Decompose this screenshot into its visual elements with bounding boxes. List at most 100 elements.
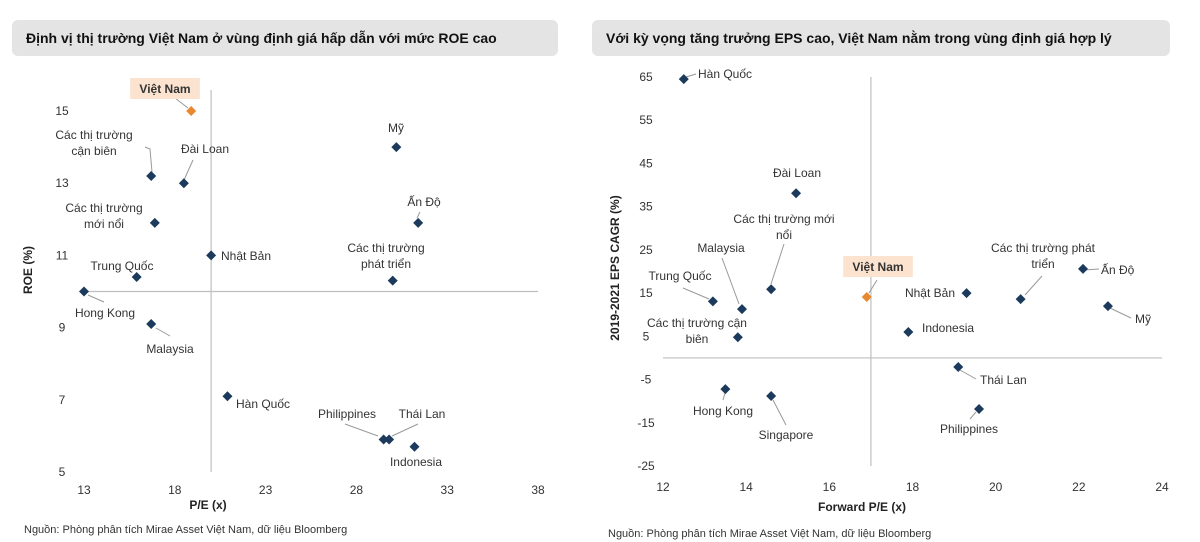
left-point-label: Trung Quốc (91, 259, 154, 273)
right-y-tick-label: 55 (639, 113, 653, 127)
right-leader-line (1024, 275, 1043, 296)
left-point-marker (391, 142, 402, 153)
left-point-label: mới nổi (84, 217, 124, 231)
left-y-tick-label: 7 (59, 393, 66, 407)
right-point-marker (766, 284, 777, 295)
left-point-label: cận biên (71, 144, 116, 158)
left-leader-line (416, 211, 421, 219)
left-x-tick-label: 18 (168, 483, 182, 497)
right-leader-line (721, 257, 740, 305)
left-point-label: Hàn Quốc (236, 397, 290, 411)
right-point-marker (1077, 263, 1088, 274)
right-point-label: triển (1031, 257, 1054, 271)
left-x-tick-label: 13 (77, 483, 91, 497)
right-leader-line (959, 369, 977, 380)
left-point-label: Malaysia (146, 342, 194, 356)
left-point-marker (409, 441, 420, 452)
right-leader-line (682, 287, 710, 300)
left-point-label: phát triển (361, 257, 411, 271)
right-source-note: Nguồn: Phòng phân tích Mirae Asset Việt … (608, 528, 932, 540)
right-point-label: Ấn Độ (1101, 262, 1135, 277)
left-point-marker (146, 170, 157, 181)
right-point-marker (791, 188, 802, 199)
right-point-marker (953, 362, 964, 373)
right-y-tick-label: 15 (639, 286, 653, 300)
right-point-label: nổi (776, 228, 792, 242)
right-point-marker (732, 332, 743, 343)
right-leader-line (770, 243, 785, 285)
left-x-tick-label: 38 (531, 483, 545, 497)
right-point-marker (720, 384, 731, 395)
right-point-label: Indonesia (922, 321, 974, 335)
right-point-label: Hàn Quốc (698, 67, 752, 81)
right-y-tick-label: -25 (637, 459, 655, 473)
right-x-tick-label: 12 (656, 480, 670, 494)
right-x-tick-label: 16 (823, 480, 837, 494)
left-point-label: Philippines (318, 407, 376, 421)
right-point-label: Trung Quốc (649, 269, 712, 283)
left-point-label: Hong Kong (75, 306, 135, 320)
right-x-tick-label: 24 (1155, 480, 1169, 494)
right-point-marker (766, 390, 777, 401)
right-leader-line (1109, 307, 1132, 319)
right-point-label: Philippines (940, 422, 998, 436)
right-point-marker (861, 292, 872, 303)
left-leader-line (155, 327, 171, 337)
right-x-axis-label: Forward P/E (x) (818, 500, 906, 514)
right-y-tick-label: 65 (639, 70, 653, 84)
left-x-tick-label: 23 (259, 483, 273, 497)
right-point-marker (974, 403, 985, 414)
left-highlight-label-bg (130, 78, 200, 99)
left-point-marker (413, 217, 424, 228)
left-source-note: Nguồn: Phòng phân tích Mirae Asset Việt … (24, 524, 348, 536)
right-leader-line (868, 279, 878, 294)
left-point-label: Các thị trường (55, 128, 132, 142)
left-y-axis-label: ROE (%) (21, 246, 35, 294)
left-leader-line (144, 146, 153, 173)
left-leader-line (391, 423, 419, 437)
left-point-label: Ấn Độ (407, 194, 441, 209)
left-point-label: Indonesia (390, 455, 442, 469)
right-point-marker (903, 327, 914, 338)
right-y-tick-label: 45 (639, 156, 653, 170)
right-leader-line (685, 73, 697, 78)
right-y-tick-label: 5 (643, 329, 650, 343)
right-x-tick-label: 14 (739, 480, 753, 494)
left-point-marker (384, 434, 395, 445)
right-y-axis-label: 2019-2021 EPS CAGR (%) (608, 195, 622, 340)
right-chart-title: Với kỳ vọng tăng trưởng EPS cao, Việt Na… (592, 20, 1170, 56)
left-chart-title: Định vị thị trường Việt Nam ở vùng định … (12, 20, 558, 56)
left-x-tick-label: 28 (350, 483, 364, 497)
right-point-label: Các thị trường mới (733, 212, 834, 226)
left-point-label: Mỹ (388, 121, 404, 135)
left-point-label: Đài Loan (181, 142, 229, 156)
right-point-marker (1015, 294, 1026, 305)
left-point-marker (178, 178, 189, 189)
left-point-label: Thái Lan (399, 407, 446, 421)
left-y-tick-label: 9 (59, 321, 66, 335)
left-leader-line (87, 294, 105, 303)
left-point-marker (378, 434, 389, 445)
left-y-tick-label: 11 (56, 248, 69, 262)
right-point-label: Các thị trường cận (647, 316, 747, 330)
left-point-label: Các thị trường (65, 201, 142, 215)
right-leader-line (722, 392, 726, 401)
right-y-tick-label: -5 (641, 373, 652, 387)
left-leader-line (344, 423, 379, 437)
left-point-marker (131, 272, 142, 283)
left-x-tick-label: 33 (441, 483, 455, 497)
right-point-label: Malaysia (697, 241, 745, 255)
right-point-marker (707, 296, 718, 307)
right-x-tick-label: 22 (1072, 480, 1086, 494)
right-point-label: Mỹ (1135, 312, 1151, 326)
left-leader-line (174, 97, 189, 109)
right-point-label: Singapore (759, 428, 814, 442)
right-point-label: Nhật Bản (905, 286, 955, 300)
right-point-label: Thái Lan (980, 373, 1027, 387)
left-point-label: Các thị trường (347, 241, 424, 255)
right-point-label: Hong Kong (693, 404, 753, 418)
left-point-marker (149, 217, 160, 228)
right-y-tick-label: 35 (639, 200, 653, 214)
right-point-label: biên (686, 332, 709, 346)
